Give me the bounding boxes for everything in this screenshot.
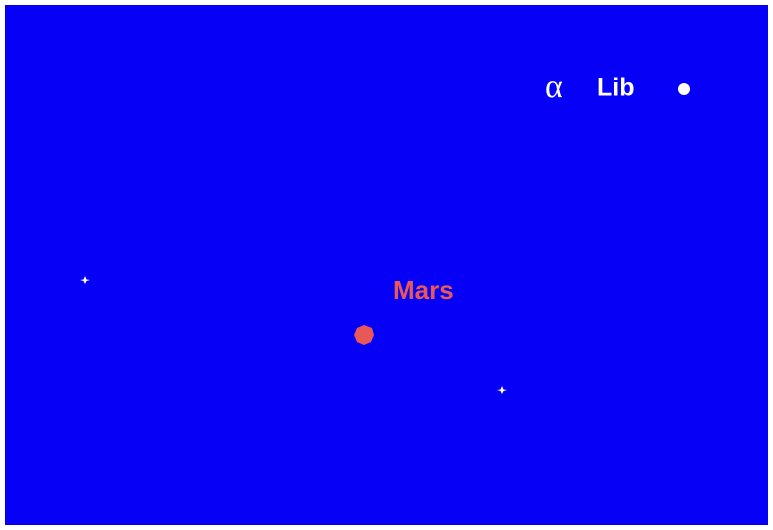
- sky-background: [5, 5, 768, 525]
- star-symbol: α: [545, 68, 563, 105]
- star-label: Lib: [597, 74, 635, 102]
- sky-map: α Lib Mars: [0, 0, 773, 530]
- planet-label: Mars: [393, 275, 454, 305]
- star-alpha-lib: [678, 83, 690, 95]
- planet-mars: [354, 325, 374, 345]
- page: α Lib Mars (() => { const data = JSON.pa…: [0, 0, 773, 530]
